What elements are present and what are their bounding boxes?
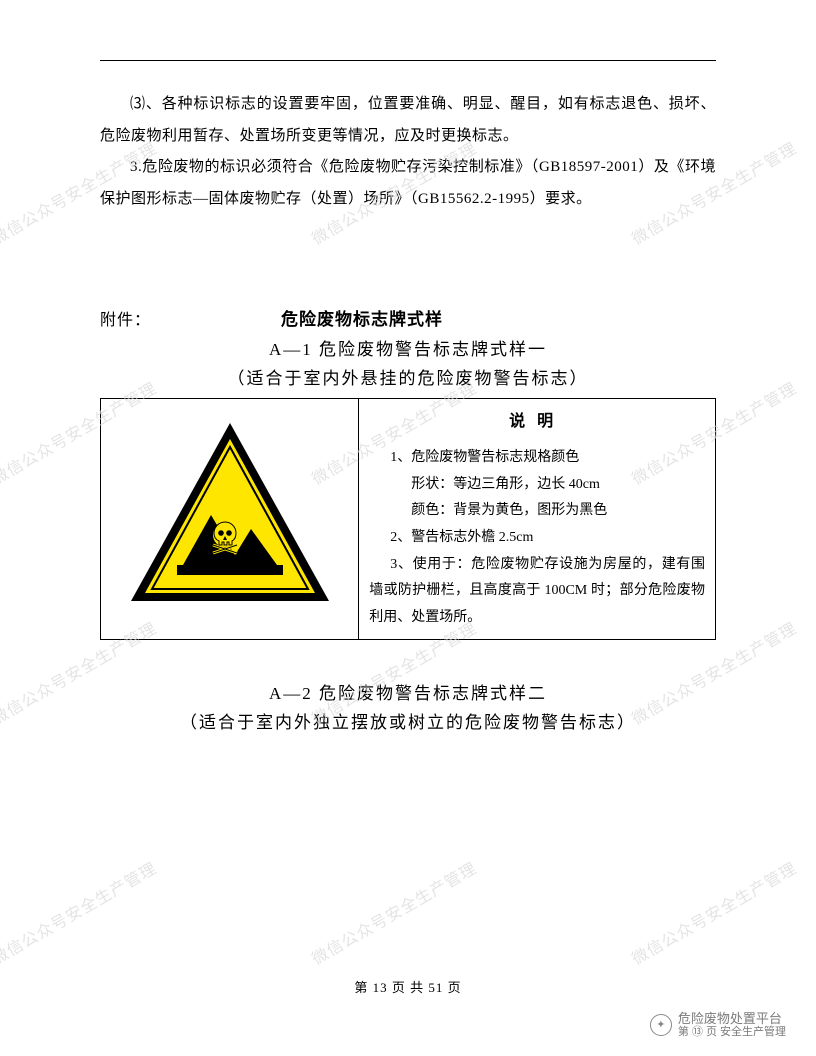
wechat-footer-overlay: ✦ 危险废物处置平台 第 ⑬ 页 安全生产管理 bbox=[650, 1012, 786, 1038]
desc-item-2: 2、警告标志外檐 2.5cm bbox=[369, 525, 705, 552]
attachment-title: 危险废物标志牌式样 bbox=[281, 305, 443, 330]
page-content: ⑶、各种标识标志的设置要牢固，位置要准确、明显、醒目，如有标志退色、损坏、危险废… bbox=[0, 0, 816, 782]
a2-subtitle: （适合于室内外独立摆放或树立的危险废物警告标志） bbox=[100, 709, 716, 738]
paragraph-2: 3.危险废物的标识必须符合《危险废物贮存污染控制标准》（GB18597-2001… bbox=[100, 152, 716, 215]
hazard-warning-sign-icon bbox=[125, 417, 335, 607]
a2-section: A—2 危险废物警告标志牌式样二 （适合于室内外独立摆放或树立的危险废物警告标志… bbox=[100, 680, 716, 738]
paragraph-1: ⑶、各种标识标志的设置要牢固，位置要准确、明显、醒目，如有标志退色、损坏、危险废… bbox=[100, 89, 716, 152]
sign-spec-table: 说明 1、危险废物警告标志规格颜色 形状：等边三角形，边长 40cm 颜色：背景… bbox=[100, 398, 716, 641]
desc-item-1a: 形状：等边三角形，边长 40cm bbox=[369, 472, 705, 499]
a1-title: A—1 危险废物警告标志牌式样一 bbox=[100, 336, 716, 365]
attachment-header: 附件： 危险废物标志牌式样 bbox=[100, 305, 716, 330]
attachment-label: 附件： bbox=[100, 306, 151, 330]
a2-title: A—2 危险废物警告标志牌式样二 bbox=[100, 680, 716, 709]
overlay-line-2: 第 ⑬ 页 安全生产管理 bbox=[678, 1026, 786, 1038]
desc-heading: 说明 bbox=[369, 407, 705, 437]
a1-subtitle: （适合于室内外悬挂的危险废物警告标志） bbox=[100, 365, 716, 394]
watermark: 微信公众号安全生产管理 bbox=[627, 855, 801, 969]
avatar-icon: ✦ bbox=[650, 1014, 672, 1036]
watermark: 微信公众号安全生产管理 bbox=[307, 855, 481, 969]
page-number: 第 13 页 共 51 页 bbox=[0, 977, 816, 996]
desc-item-1b: 颜色：背景为黄色，图形为黑色 bbox=[369, 498, 705, 525]
desc-item-3: 3、使用于：危险废物贮存设施为房屋的，建有围墙或防护栅栏，且高度高于 100CM… bbox=[369, 552, 705, 632]
desc-item-1: 1、危险废物警告标志规格颜色 bbox=[369, 445, 705, 472]
header-rule bbox=[100, 60, 716, 61]
sign-description-cell: 说明 1、危险废物警告标志规格颜色 形状：等边三角形，边长 40cm 颜色：背景… bbox=[359, 398, 716, 640]
overlay-line-1: 危险废物处置平台 bbox=[678, 1012, 786, 1026]
sign-image-cell bbox=[101, 398, 359, 640]
watermark: 微信公众号安全生产管理 bbox=[0, 855, 160, 969]
